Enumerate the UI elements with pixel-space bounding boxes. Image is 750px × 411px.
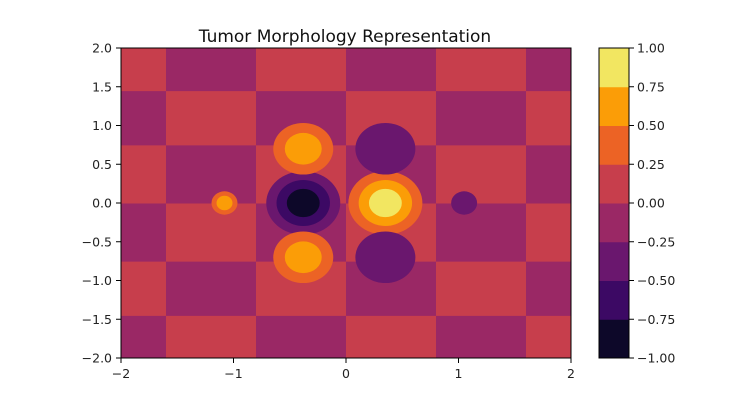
- y-tick-label: 2.0: [92, 41, 112, 56]
- contour-cell: [526, 48, 572, 92]
- contour-cell: [166, 261, 257, 316]
- colorbar-tick-label: −1.00: [637, 351, 675, 366]
- colorbar-tick-label: 0.75: [637, 79, 665, 94]
- colorbar-band: [599, 48, 629, 88]
- colorbar-band: [599, 319, 629, 359]
- contour-feature: [273, 231, 334, 284]
- y-tick-label: −0.5: [82, 234, 112, 249]
- contour-cell: [121, 203, 167, 262]
- y-tick-label: 1.0: [92, 118, 112, 133]
- contour-cell: [256, 315, 347, 359]
- contour-cell: [121, 144, 167, 204]
- y-tick-label: −1.5: [82, 312, 112, 327]
- contour-cell: [346, 48, 437, 92]
- contour-band: [216, 195, 233, 211]
- plot-area: [120, 47, 572, 359]
- contour-cell: [436, 90, 527, 146]
- y-tick-label: −1.0: [82, 273, 112, 288]
- colorbar-band: [599, 86, 629, 126]
- colorbar-tick-label: −0.25: [637, 234, 675, 249]
- x-axis: −2 −1 0 1 2: [112, 358, 575, 381]
- colorbar: −1.00 −0.75 −0.50 −0.25 0.00 0.25 0.50 0.75 1.00: [598, 41, 675, 366]
- contour-band: [284, 132, 322, 165]
- y-axis: −2.0 −1.5 −1.0 −0.5 0.0 0.5 1.0 1.5 2.0: [82, 41, 121, 366]
- x-tick-label: −2: [112, 366, 130, 381]
- contour-cell: [526, 315, 572, 359]
- contour-cell: [166, 315, 257, 359]
- contour-band: [451, 191, 478, 215]
- contour-band: [355, 122, 416, 175]
- contour-cell: [436, 48, 527, 92]
- contour-cell: [121, 90, 167, 146]
- contour-feature: [355, 231, 416, 284]
- contour-cell: [166, 90, 257, 146]
- contour-cell: [166, 48, 257, 92]
- contour-band: [284, 241, 322, 274]
- contour-cell: [256, 48, 347, 92]
- colorbar-tick-label: 0.25: [637, 157, 665, 172]
- x-tick-label: 0: [342, 366, 350, 381]
- x-tick-label: −1: [224, 366, 242, 381]
- contour-feature: [211, 191, 238, 215]
- contour-cell: [526, 261, 572, 316]
- contour-feature: [273, 122, 334, 175]
- contour-cell: [436, 261, 527, 316]
- colorbar-tick-label: 0.50: [637, 118, 665, 133]
- contour-cell: [121, 261, 167, 316]
- contour-cell: [526, 203, 572, 262]
- contour-cell: [166, 203, 257, 262]
- contour-cell: [121, 315, 167, 359]
- contour-cell: [526, 144, 572, 204]
- x-tick-label: 2: [567, 366, 575, 381]
- contour-feature: [348, 171, 423, 235]
- chart-title: Tumor Morphology Representation: [198, 27, 491, 47]
- contour-cell: [526, 90, 572, 146]
- colorbar-tick-label: −0.75: [637, 312, 675, 327]
- contour-feature: [355, 122, 416, 175]
- y-tick-label: 1.5: [92, 79, 112, 94]
- colorbar-band: [599, 280, 629, 320]
- colorbar-tick-label: 1.00: [637, 41, 665, 56]
- colorbar-band: [599, 203, 629, 243]
- contour-cell: [166, 144, 257, 204]
- contour-cell: [346, 315, 437, 359]
- contour-band: [368, 188, 402, 218]
- y-tick-label: −2.0: [82, 351, 112, 366]
- contour-cell: [436, 203, 527, 262]
- contour-band: [355, 231, 416, 284]
- contour-cell: [436, 144, 527, 204]
- colorbar-band: [599, 125, 629, 165]
- colorbar-tick-label: −0.50: [637, 273, 675, 288]
- colorbar-band: [599, 164, 629, 204]
- colorbar-band: [599, 241, 629, 281]
- contour-cell: [121, 48, 167, 92]
- y-tick-label: 0.0: [92, 196, 112, 211]
- contour-feature: [266, 171, 341, 235]
- colorbar-tick-label: 0.00: [637, 196, 665, 211]
- contour-feature: [451, 191, 478, 215]
- y-tick-label: 0.5: [92, 157, 112, 172]
- contour-band: [286, 188, 320, 218]
- contour-cell: [436, 315, 527, 359]
- x-tick-label: 1: [455, 366, 463, 381]
